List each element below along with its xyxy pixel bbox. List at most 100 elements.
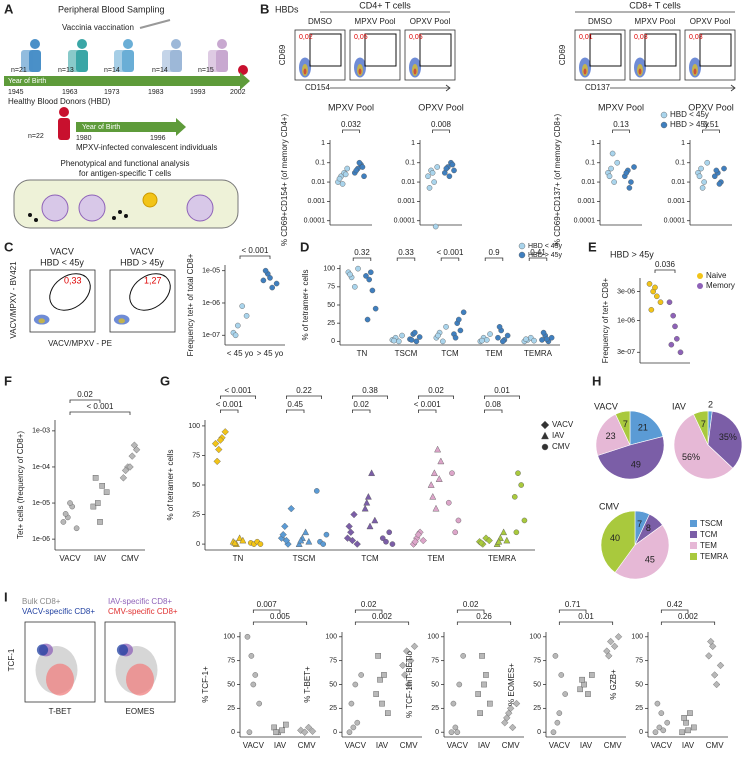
y-tick-label: 0 <box>537 729 541 736</box>
marker <box>128 452 136 460</box>
y-tick-label: 75 <box>329 657 337 664</box>
gate <box>419 33 452 67</box>
y-tick-label: 3e-07 <box>617 349 635 356</box>
marker <box>548 334 555 341</box>
x-tick-label: IAV <box>580 741 593 750</box>
marker <box>352 284 358 290</box>
flow-density <box>118 318 125 324</box>
marker <box>130 441 139 449</box>
y-tick-label: 25 <box>533 705 541 712</box>
marker <box>456 681 463 688</box>
flow-density <box>36 644 49 656</box>
marker <box>273 729 279 736</box>
marker <box>60 519 67 525</box>
marker <box>430 469 438 476</box>
legend-label: HBD > 45y <box>528 252 563 259</box>
y-tick-label: 1 <box>681 140 685 147</box>
marker <box>687 710 693 716</box>
marker <box>440 338 446 345</box>
gate <box>644 33 677 67</box>
axis-label: CD154 <box>305 83 330 92</box>
y-axis-label: Tet+ cells (frequency of CD8+) <box>16 431 25 539</box>
cohort-size: n=13 <box>58 67 74 74</box>
axis-label: T-BET <box>49 707 72 716</box>
legend-swatch <box>690 553 697 560</box>
marker <box>709 642 717 650</box>
marker <box>366 276 372 283</box>
marker <box>711 671 719 679</box>
slice-label: 2 <box>708 399 713 409</box>
marker <box>379 700 385 707</box>
person-icon <box>30 39 40 49</box>
marker <box>704 159 711 166</box>
axis-label: TCF-1 <box>7 648 16 671</box>
person-icon <box>123 39 133 49</box>
bracket <box>660 609 689 613</box>
y-axis-label: % EOMES+ <box>507 663 516 706</box>
bracket <box>418 409 437 413</box>
x-tick-label: VACV <box>549 741 571 750</box>
marker <box>381 672 387 678</box>
p-value: 0.01 <box>494 386 510 395</box>
p-value: 0.02 <box>353 400 369 409</box>
p-value: 0.33 <box>398 248 414 257</box>
marker <box>271 724 277 731</box>
marker <box>323 531 330 538</box>
legend-marker <box>518 251 526 259</box>
y-tick-label: 0.1 <box>315 160 325 167</box>
marker <box>282 536 291 545</box>
y-tick-label: 0.1 <box>585 160 595 167</box>
axis-label: CD69 <box>558 44 567 65</box>
marker <box>623 170 630 176</box>
marker <box>556 710 563 716</box>
y-tick-label: 0.001 <box>397 198 415 205</box>
legend-label: Naive <box>706 271 727 280</box>
marker <box>552 653 559 659</box>
y-tick-label: 100 <box>188 423 200 430</box>
plot-title: OPXV Pool <box>418 102 464 112</box>
panel-label: F <box>4 373 12 388</box>
marker <box>262 267 269 274</box>
p-value: < 0.001 <box>414 400 441 409</box>
bracket <box>558 609 587 613</box>
p-value: < 0.001 <box>437 248 464 257</box>
marker <box>696 173 703 180</box>
y-axis-label: % of tetramer+ cells <box>301 270 310 341</box>
marker <box>531 337 537 344</box>
marker <box>435 475 443 482</box>
legend-marker <box>697 273 703 279</box>
bracket <box>456 609 485 613</box>
marker <box>513 529 520 536</box>
slice-label: 56% <box>682 452 700 462</box>
person-icon <box>68 50 80 72</box>
marker <box>512 699 521 708</box>
y-axis-label: % TCF-1hiT-BETlo <box>405 650 414 718</box>
y-tick-label: 1 <box>411 140 415 147</box>
marker <box>434 445 442 453</box>
timeline <box>176 118 186 136</box>
gate-value: 0,05 <box>409 34 423 41</box>
marker <box>352 681 359 688</box>
y-tick-label: 75 <box>533 657 541 664</box>
bracket <box>484 395 520 399</box>
marker <box>495 334 501 341</box>
flow-density <box>583 68 587 75</box>
person-icon <box>21 50 33 72</box>
dot-icon <box>118 210 122 214</box>
marker <box>121 466 130 475</box>
legend-swatch <box>690 531 697 538</box>
y-tick-label: 0.01 <box>311 179 325 186</box>
legend-label: IAV-specific CD8+ <box>108 597 172 606</box>
bracket <box>654 269 676 273</box>
marker <box>432 504 440 512</box>
marker <box>664 719 671 726</box>
p-value: < 0.001 <box>242 246 269 255</box>
marker <box>408 337 415 343</box>
gate-value: 0,05 <box>354 34 368 41</box>
marker <box>346 729 353 736</box>
person-icon <box>217 39 227 49</box>
marker <box>232 332 239 339</box>
axis-label: EOMES <box>126 707 155 716</box>
gate <box>364 33 397 67</box>
marker <box>372 305 379 312</box>
